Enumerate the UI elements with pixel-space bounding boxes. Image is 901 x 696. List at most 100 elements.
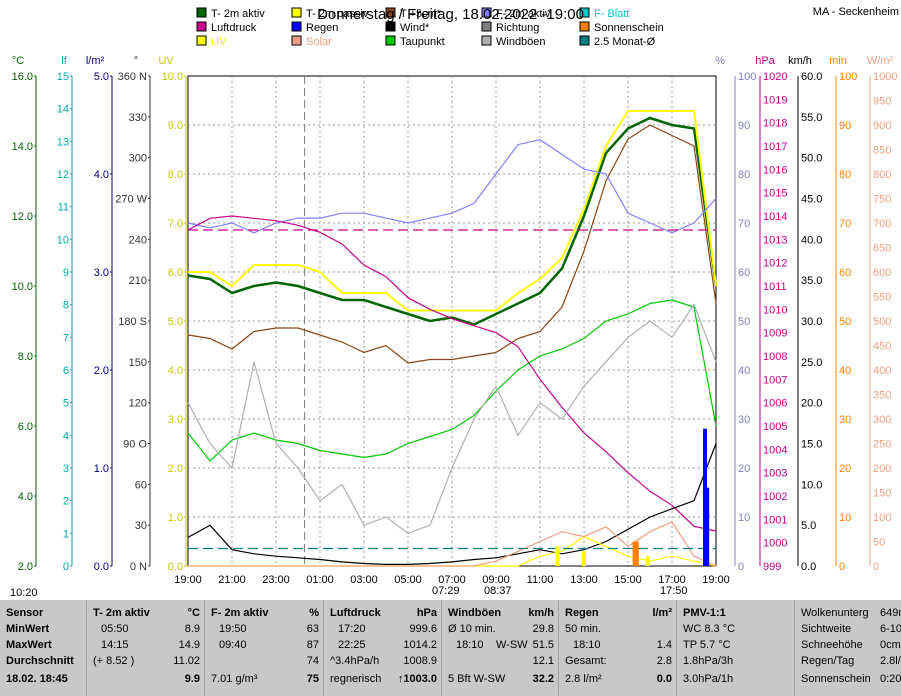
temp-axis-unit: °C xyxy=(12,55,24,67)
press-avg-value: 1008.9 xyxy=(403,655,437,667)
legend-label: Richtung xyxy=(496,22,539,34)
current-date: 18.02. 18:45 xyxy=(6,673,68,685)
series-bar xyxy=(582,551,586,566)
lf-tick-label: 2 xyxy=(63,496,69,508)
rain-unit: l/m² xyxy=(652,607,672,619)
temp-avg-value: 11.02 xyxy=(173,655,200,667)
uv-tick-label: 6.0 xyxy=(168,267,183,279)
time-tick-label: 05:00 xyxy=(394,574,422,586)
dir-tick-label: 210 xyxy=(129,275,147,287)
time-tick-label: 15:00 xyxy=(614,574,642,586)
series-line xyxy=(187,303,717,534)
legend-label: T- 2m passiv xyxy=(306,8,369,20)
kmh-tick-label: 45.0 xyxy=(801,194,822,206)
min-tick-label: 100 xyxy=(839,71,857,83)
time-tick-label: 09:00 xyxy=(482,574,510,586)
dir-tick-label: 180 S xyxy=(118,316,147,328)
legend-label: T- 2m aktiv xyxy=(211,8,265,20)
uv-tick-label: 7.0 xyxy=(168,218,183,230)
temp-tick-label: 12.0 xyxy=(12,211,33,223)
wm2-tick-label: 900 xyxy=(873,120,891,132)
kmh-tick-label: 5.0 xyxy=(801,520,816,532)
chart-grid xyxy=(187,75,717,567)
hpa-tick-label: 1014 xyxy=(763,211,787,223)
series-line xyxy=(187,139,717,234)
weather-chart: °C16.014.012.010.08.06.04.02.0lf15141312… xyxy=(10,7,898,599)
time-marker-label: 10:20 xyxy=(10,587,38,599)
kmh-tick-label: 0.0 xyxy=(801,561,816,573)
legend-swatch xyxy=(385,7,396,18)
time-marker-label: 07:29 xyxy=(432,585,460,597)
chart-legend: T- 2m aktiv T- 2m passiv T +5cm* F- 2m akti… xyxy=(196,7,664,48)
chart-title: Donnerstag / Freitag, 18.02.2022 -19:00 xyxy=(317,6,584,23)
hpa-tick-label: 1010 xyxy=(763,304,787,316)
legend-swatch xyxy=(291,35,302,46)
wm2-tick-label: 700 xyxy=(873,218,891,230)
hum-tick-label: 0 xyxy=(738,561,744,573)
lf-tick-label: 1 xyxy=(63,528,69,540)
temp-tick-label: 6.0 xyxy=(18,421,33,433)
lf-tick-label: 11 xyxy=(58,202,69,214)
avg-label: Durchschnitt xyxy=(6,655,74,667)
uv-tick-label: 3.0 xyxy=(168,414,183,426)
legend-label: F- 2m aktiv xyxy=(496,8,551,20)
min-tick-label: 60 xyxy=(839,267,851,279)
hum-tick-label: 20 xyxy=(738,463,750,475)
chart-series xyxy=(187,110,718,567)
legend-label: T +5cm* xyxy=(400,8,442,20)
wm2-axis-unit: W/m² xyxy=(867,55,894,67)
humidity-column: F- 2m aktiv% 19:50 63 09:40 87 74 7.01 g/m… xyxy=(205,600,324,696)
time-tick-label: 19:00 xyxy=(702,574,730,586)
temp-tick-label: 16.0 xyxy=(12,71,33,83)
min-tick-label: 40 xyxy=(839,365,851,377)
uv-tick-label: 5.0 xyxy=(168,316,183,328)
kmh-tick-label: 50.0 xyxy=(801,153,822,165)
max-label: MaxWert xyxy=(6,639,52,651)
uv-tick-label: 0.0 xyxy=(168,561,183,573)
chart-axes: °C16.014.012.010.08.06.04.02.0lf15141312… xyxy=(12,55,898,573)
lf-tick-label: 14 xyxy=(57,104,69,116)
hpa-tick-label: 1008 xyxy=(763,351,787,363)
hum-tick-label: 30 xyxy=(738,414,750,426)
press-header: Luftdruck xyxy=(330,607,381,619)
series-bar xyxy=(634,541,639,566)
hpa-tick-label: 1000 xyxy=(763,538,787,550)
time-tick-label: 13:00 xyxy=(570,574,598,586)
wind-avg-value: 12.1 xyxy=(532,655,554,667)
hpa-tick-label: 1002 xyxy=(763,491,787,503)
hum-tick-label: 80 xyxy=(738,169,750,181)
legend-swatch xyxy=(196,35,207,46)
rain-column: Regen l/m² 50 min. 18:10 1.4 Gesamt: 2.8 2.… xyxy=(559,600,677,696)
hpa-tick-label: 1009 xyxy=(763,328,787,340)
kmh-axis-unit: km/h xyxy=(788,55,812,67)
rain-max-value: 1.4 xyxy=(656,639,672,651)
hum-tick-label: 70 xyxy=(738,218,750,230)
rain-tick-label: 0.0 xyxy=(94,561,109,573)
kmh-tick-label: 25.0 xyxy=(801,357,822,369)
uv-tick-label: 9.0 xyxy=(168,120,183,132)
lf-tick-label: 7 xyxy=(63,332,69,344)
series-bar xyxy=(632,541,637,566)
wm2-tick-label: 800 xyxy=(873,169,891,181)
press-min-value: 999.6 xyxy=(409,623,437,635)
visibility-label: Sichtweite xyxy=(801,623,852,635)
series-line xyxy=(188,521,717,567)
legend-label: Windböen xyxy=(496,36,546,48)
temp-max-time: 14:15 xyxy=(101,639,129,651)
visibility-value: 6-10km xyxy=(880,623,901,635)
lf-tick-label: 4 xyxy=(63,430,69,442)
temp-unit: °C xyxy=(187,607,200,619)
min-label: MinWert xyxy=(6,623,50,635)
hpa-tick-label: 1011 xyxy=(763,281,787,293)
wind-avg10-value: 29.8 xyxy=(532,623,554,635)
snow-label: Schneehöhe xyxy=(801,639,863,651)
min-tick-label: 50 xyxy=(839,316,851,328)
hum-min-value: 63 xyxy=(306,623,319,635)
wm2-tick-label: 450 xyxy=(873,341,891,353)
lf-tick-label: 0 xyxy=(63,561,69,573)
time-tick-label: 19:00 xyxy=(174,574,202,586)
legend-label: Solar xyxy=(306,36,332,48)
wind-max-value: 51.5 xyxy=(532,639,554,651)
wm2-tick-label: 750 xyxy=(873,194,891,206)
pressure-column: Luftdruck hPa 17:20 999.6 22:25 1014.2 ^3.4… xyxy=(324,600,442,696)
